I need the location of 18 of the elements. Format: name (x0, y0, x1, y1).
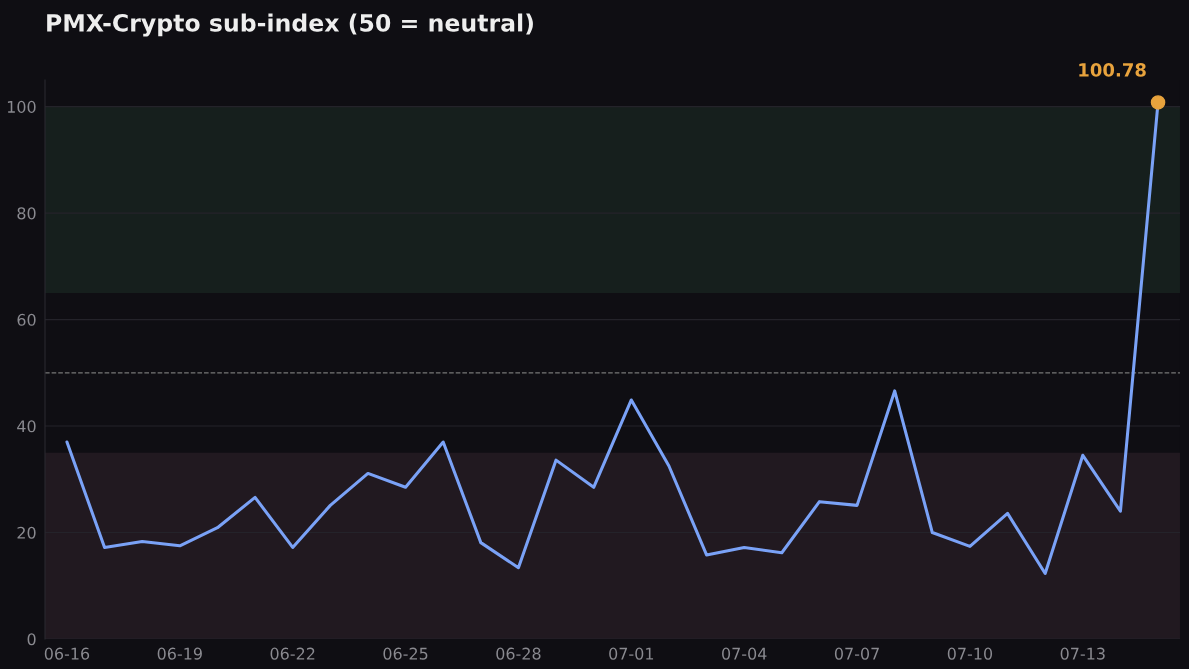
x-tick-label: 07-04 (722, 647, 767, 660)
y-tick-label: 20 (17, 526, 36, 539)
x-tick-label: 06-19 (157, 647, 202, 660)
x-tick-label: 07-13 (1060, 647, 1105, 660)
x-tick-label: 06-22 (270, 647, 315, 660)
y-tick-label: 0 (27, 633, 36, 646)
y-tick-label: 100 (7, 100, 36, 113)
y-tick-label: 40 (17, 420, 36, 433)
x-tick-label: 07-07 (834, 647, 879, 660)
x-tick-label: 07-01 (609, 647, 654, 660)
x-tick-label: 06-28 (496, 647, 541, 660)
y-tick-label: 60 (17, 313, 36, 326)
data-label: 100.78 (1079, 63, 1146, 77)
x-tick-label: 06-16 (44, 647, 90, 660)
x-tick-label: 06-25 (383, 647, 428, 660)
x-tick-label: 07-10 (947, 647, 993, 660)
chart-title: PMX-Crypto sub-index (50 = neutral) (47, 13, 533, 37)
y-tick-label: 80 (17, 207, 36, 220)
